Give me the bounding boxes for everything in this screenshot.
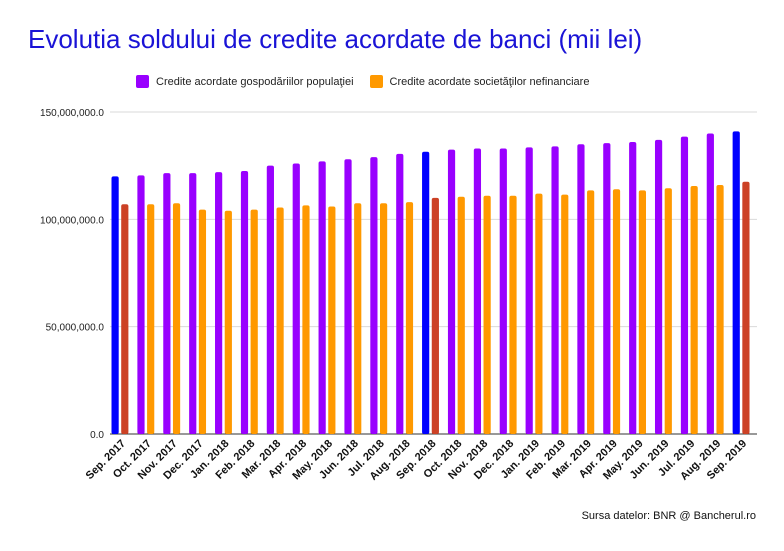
bar-households (680, 136, 689, 435)
bar-companies (224, 210, 232, 434)
bar-households (318, 161, 326, 434)
bar-households (422, 151, 430, 435)
legend-swatch-households (136, 75, 149, 88)
legend-item-households: Credite acordate gospodăriilor populaţie… (136, 75, 354, 88)
bar-households (525, 147, 533, 435)
bar-companies (638, 190, 646, 434)
bar-companies (198, 209, 207, 434)
bar-households (163, 173, 171, 434)
legend-swatch-companies (369, 75, 383, 88)
bar-companies (328, 206, 336, 434)
chart-legend: Credite acordate gospodăriilor populaţie… (136, 75, 605, 88)
bar-households (603, 143, 611, 435)
bar-companies (612, 189, 621, 434)
bar-companies (250, 209, 258, 434)
bar-households (215, 172, 223, 434)
bar-companies (405, 202, 414, 434)
bar-households (292, 163, 300, 434)
bar-companies (535, 193, 543, 434)
legend-label-companies: Credite acordate societăţilor nefinancia… (389, 75, 590, 88)
bar-companies (716, 184, 724, 434)
bar-households (344, 159, 352, 434)
y-tick-label: 50,000,000.0 (46, 323, 105, 334)
bar-companies (121, 204, 129, 434)
bar-companies (587, 190, 595, 434)
bar-companies (690, 186, 698, 434)
bar-companies (276, 207, 284, 434)
chart-title: Evolutia soldului de credite acordate de… (28, 24, 643, 54)
bar-households (473, 148, 482, 434)
bar-households (370, 157, 378, 434)
bar-households (577, 144, 585, 434)
bar-households (240, 171, 249, 435)
bar-companies (172, 203, 181, 434)
bar-companies (147, 204, 155, 434)
bar-households (396, 153, 404, 435)
legend-item-companies: Credite acordate societăţilor nefinancia… (369, 75, 590, 88)
legend-label-households: Credite acordate gospodăriilor populaţie… (156, 75, 354, 88)
y-tick-label: 0.0 (90, 430, 104, 441)
bar-households (499, 148, 507, 434)
bar-households (551, 146, 559, 434)
y-tick-label: 150,000,000.0 (40, 108, 104, 119)
bar-companies (457, 196, 465, 434)
bar-households (629, 142, 637, 434)
bar-companies (380, 203, 388, 434)
bar-companies (483, 195, 491, 434)
bar-households (732, 131, 740, 434)
bar-companies (561, 194, 569, 434)
bar-households (189, 173, 197, 434)
bar-households (447, 149, 456, 435)
bar-households (137, 175, 145, 434)
bar-households (706, 133, 714, 434)
bar-households (111, 176, 119, 434)
bar-companies (509, 195, 517, 434)
bar-companies (431, 197, 439, 434)
bar-companies (302, 205, 310, 434)
bar-households (266, 165, 274, 434)
y-tick-label: 100,000,000.0 (40, 215, 104, 226)
source-note: Sursa datelor: BNR @ Bancherul.ro (581, 510, 756, 522)
bar-companies (664, 188, 672, 434)
bar-companies (742, 181, 750, 434)
bar-companies (354, 203, 362, 434)
bar-households (654, 139, 663, 434)
